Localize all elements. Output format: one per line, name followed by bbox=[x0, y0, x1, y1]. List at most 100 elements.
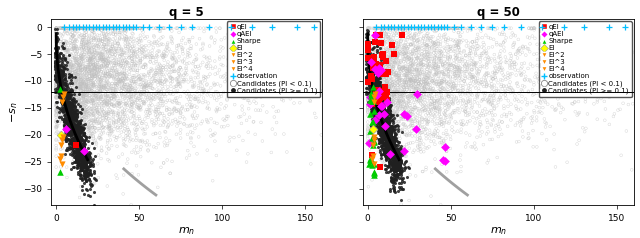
Point bbox=[367, 55, 378, 59]
Point bbox=[405, 102, 415, 105]
Point bbox=[404, 81, 414, 85]
Point bbox=[61, 78, 72, 82]
Point bbox=[392, 110, 403, 114]
Point bbox=[364, 44, 374, 47]
Point bbox=[381, 91, 391, 95]
Point bbox=[68, 34, 78, 38]
Point bbox=[409, 34, 419, 38]
Point bbox=[101, 94, 111, 98]
Point bbox=[390, 26, 400, 30]
Point bbox=[378, 55, 388, 59]
Point bbox=[363, 140, 373, 144]
Point bbox=[380, 134, 390, 137]
Point bbox=[368, 84, 378, 88]
Point bbox=[448, 64, 458, 68]
Point bbox=[104, 98, 115, 102]
Point bbox=[394, 74, 404, 77]
Point bbox=[141, 89, 152, 93]
Point bbox=[70, 107, 80, 111]
Point bbox=[402, 143, 412, 146]
Point bbox=[515, 124, 525, 128]
Point bbox=[72, 129, 83, 133]
Point bbox=[390, 173, 401, 176]
Point bbox=[436, 203, 446, 207]
Point bbox=[94, 66, 104, 70]
Point bbox=[370, 83, 380, 87]
Point bbox=[51, 64, 61, 68]
Point bbox=[77, 128, 87, 132]
Point bbox=[387, 108, 397, 112]
Point bbox=[189, 81, 200, 84]
Point bbox=[188, 131, 198, 134]
Point bbox=[167, 99, 177, 103]
Point bbox=[67, 129, 77, 133]
Point bbox=[74, 35, 84, 38]
Point bbox=[392, 92, 402, 96]
Point bbox=[216, 45, 226, 49]
Point bbox=[549, 71, 559, 75]
Point bbox=[381, 125, 391, 129]
Point bbox=[406, 81, 417, 85]
Point bbox=[451, 53, 461, 57]
Point bbox=[404, 26, 415, 30]
Point bbox=[62, 99, 72, 102]
Point bbox=[391, 153, 401, 157]
Point bbox=[103, 71, 113, 75]
Point bbox=[76, 78, 86, 82]
Point bbox=[408, 68, 419, 72]
Point bbox=[392, 174, 403, 178]
Point bbox=[84, 65, 95, 69]
Point bbox=[119, 37, 129, 41]
Point bbox=[54, 74, 65, 78]
Point bbox=[83, 156, 93, 160]
Point bbox=[375, 33, 385, 37]
Point bbox=[58, 101, 68, 105]
Point bbox=[381, 90, 391, 94]
Point bbox=[88, 63, 99, 67]
Point bbox=[505, 72, 515, 76]
Point bbox=[429, 49, 440, 53]
Point bbox=[72, 139, 82, 142]
Point bbox=[109, 94, 120, 98]
Point bbox=[524, 132, 534, 135]
Point bbox=[68, 130, 78, 134]
Point bbox=[109, 98, 120, 101]
Point bbox=[267, 25, 277, 29]
Point bbox=[384, 162, 394, 166]
Point bbox=[476, 81, 486, 85]
Point bbox=[454, 43, 464, 47]
Point bbox=[458, 101, 468, 105]
Point bbox=[371, 121, 381, 125]
Point bbox=[368, 48, 378, 52]
Point bbox=[168, 64, 178, 68]
Point bbox=[384, 145, 394, 149]
Point bbox=[268, 67, 278, 71]
Point bbox=[120, 39, 131, 43]
Point bbox=[406, 82, 416, 85]
Point bbox=[63, 71, 73, 74]
Point bbox=[51, 46, 61, 50]
Point bbox=[428, 80, 438, 84]
Point bbox=[142, 56, 152, 60]
Point bbox=[397, 74, 407, 77]
Point bbox=[451, 97, 461, 101]
Point bbox=[161, 45, 172, 49]
Point bbox=[161, 65, 171, 69]
Point bbox=[398, 85, 408, 89]
Point bbox=[49, 55, 60, 59]
Point bbox=[189, 104, 200, 108]
Point bbox=[66, 26, 76, 30]
Point bbox=[81, 55, 91, 58]
Point bbox=[377, 89, 387, 92]
Point bbox=[54, 106, 64, 109]
Point bbox=[410, 79, 420, 83]
Point bbox=[55, 87, 65, 91]
Point bbox=[372, 60, 383, 63]
Point bbox=[452, 54, 462, 58]
Point bbox=[52, 62, 62, 65]
Point bbox=[374, 95, 385, 99]
Point bbox=[403, 95, 413, 99]
Point bbox=[69, 149, 79, 153]
Point bbox=[84, 59, 95, 63]
Point bbox=[444, 104, 454, 108]
